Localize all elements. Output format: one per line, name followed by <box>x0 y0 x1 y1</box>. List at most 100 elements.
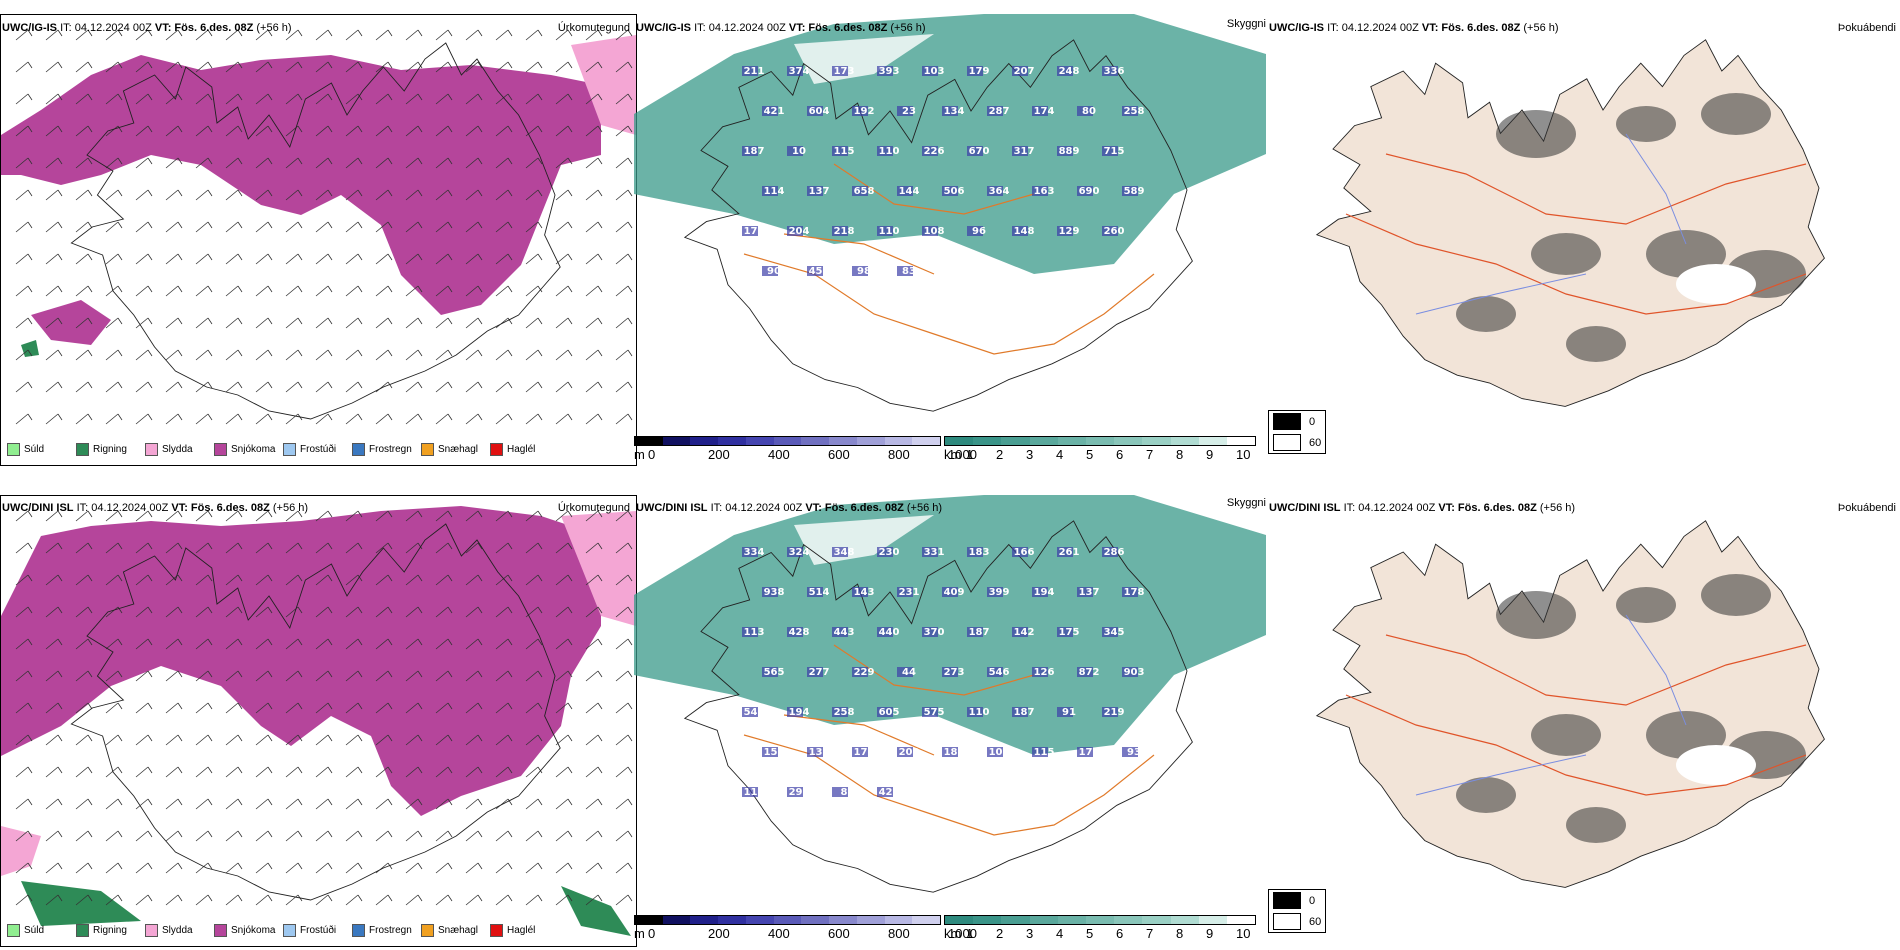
visibility-tick: 4 <box>1056 447 1064 462</box>
height-blob <box>762 747 778 757</box>
peak-label: 231 <box>899 587 920 598</box>
wind-barb <box>585 862 603 874</box>
wind-barb <box>495 125 513 137</box>
wind-barb <box>585 574 603 586</box>
height-blob <box>742 146 758 156</box>
peak-label: 110 <box>744 787 765 798</box>
wind-barb <box>525 510 543 522</box>
wind-barb <box>345 862 363 874</box>
legend-swatch <box>214 443 227 456</box>
peak-label: 103 <box>924 66 945 77</box>
wind-barb <box>615 830 633 842</box>
wind-barb <box>285 734 303 746</box>
wind-barb <box>345 510 363 522</box>
wind-barb <box>585 510 603 522</box>
legend-label: Frostregn <box>369 444 412 455</box>
wind-barb <box>255 894 273 906</box>
legend-swatch <box>7 924 20 937</box>
peak-label: 143 <box>854 587 875 598</box>
wind-barb <box>225 253 243 265</box>
wind-barb <box>345 766 363 778</box>
visibility-tick: 9 <box>1206 926 1214 941</box>
wind-barb <box>525 349 543 361</box>
wind-barb <box>45 349 63 361</box>
wind-barb <box>375 894 393 906</box>
wind-barb <box>405 670 423 682</box>
wind-barb <box>495 349 513 361</box>
wind-barb <box>285 93 303 105</box>
wind-barb <box>285 638 303 650</box>
wind-barb <box>435 381 453 393</box>
wind-barb <box>405 734 423 746</box>
legend-item-0: Súld <box>7 443 44 456</box>
height-blob <box>1077 667 1093 677</box>
river <box>1415 614 1687 796</box>
panel-title: UWC/DINI ISL IT: 04.12.2024 00Z VT: Fös.… <box>1269 502 1576 514</box>
wind-barb <box>525 413 543 425</box>
height-blob <box>1122 587 1138 597</box>
wind-barb <box>225 61 243 73</box>
height-blob <box>897 747 913 757</box>
wind-barb <box>345 29 363 41</box>
peak-label: 136 <box>809 747 830 758</box>
wind-barb <box>495 798 513 810</box>
wind-barb <box>375 638 393 650</box>
wind-barb <box>495 766 513 778</box>
rain-area <box>21 340 39 357</box>
peak-label: 90 <box>767 266 781 277</box>
wind-barb <box>345 830 363 842</box>
height-blob <box>1057 707 1073 717</box>
wind-barb <box>405 285 423 297</box>
fog-swatch <box>1273 892 1301 909</box>
wind-barb <box>405 702 423 714</box>
wind-barb <box>555 61 573 73</box>
peak-label: 546 <box>989 667 1010 678</box>
height-blob <box>897 266 913 276</box>
river <box>1415 133 1687 315</box>
peak-label: 872 <box>1079 667 1100 678</box>
height-blob <box>1102 226 1118 236</box>
wind-barb <box>495 413 513 425</box>
wind-barb <box>585 221 603 233</box>
height-blob <box>742 627 758 637</box>
wind-barb <box>495 317 513 329</box>
fog-panel-bottom <box>1266 495 1900 945</box>
wind-barb <box>345 606 363 618</box>
wind-barb <box>165 830 183 842</box>
wind-barb <box>105 670 123 682</box>
colorbar-segment <box>662 916 691 924</box>
wind-barb <box>195 93 213 105</box>
sleet-area <box>571 35 636 135</box>
wind-barb <box>585 830 603 842</box>
wind-barb <box>75 894 93 906</box>
wind-barb <box>45 670 63 682</box>
wind-barb <box>45 798 63 810</box>
wind-barb <box>285 381 303 393</box>
legend-label: Snjókoma <box>231 925 276 936</box>
wind-barb <box>435 125 453 137</box>
wind-barb <box>345 285 363 297</box>
wind-barb <box>165 638 183 650</box>
height-blob <box>762 667 778 677</box>
wind-barb <box>405 29 423 41</box>
wind-barb <box>555 381 573 393</box>
visibility-tick: 3 <box>1026 447 1034 462</box>
peak-label: 348 <box>834 547 855 558</box>
peak-label: 277 <box>809 667 830 678</box>
wind-barb <box>15 253 33 265</box>
wind-barb <box>285 29 303 41</box>
wind-barb <box>225 670 243 682</box>
peak-label: 137 <box>1079 587 1100 598</box>
peak-label: 260 <box>1104 226 1125 237</box>
peak-label: 129 <box>1059 226 1080 237</box>
height-blob <box>787 146 803 156</box>
peak-label: 514 <box>809 587 830 598</box>
wind-barb <box>255 670 273 682</box>
wind-barb <box>555 670 573 682</box>
peak-label: 110 <box>879 226 900 237</box>
wind-barb <box>225 157 243 169</box>
height-blob <box>832 547 848 557</box>
wind-barb <box>585 894 603 906</box>
legend-label: Frostregn <box>369 925 412 936</box>
